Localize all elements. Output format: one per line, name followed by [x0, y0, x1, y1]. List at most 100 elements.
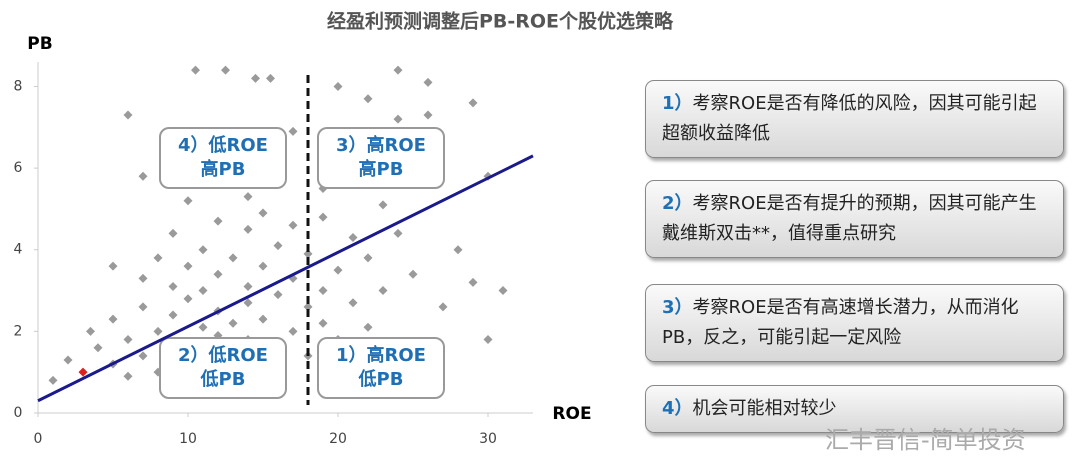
y-tick-label: 2	[14, 323, 23, 339]
point	[378, 200, 388, 210]
point	[393, 228, 403, 238]
point	[78, 367, 88, 377]
point	[183, 294, 193, 304]
point	[363, 253, 373, 263]
point	[288, 220, 298, 230]
point	[438, 302, 448, 312]
point	[363, 94, 373, 104]
note-text: 考察ROE是否有提升的预期，因其可能产生戴维斯双击**，值得重点研究	[662, 193, 1037, 244]
x-tick-label: 10	[179, 431, 197, 447]
point	[138, 351, 148, 361]
point	[318, 318, 328, 328]
point	[243, 224, 253, 234]
y-tick-label: 8	[14, 78, 23, 94]
point	[153, 253, 163, 263]
quadrant-box	[159, 337, 287, 399]
point	[258, 261, 268, 271]
note-box: 1）考察ROE是否有降低的风险，因其可能引起超额收益降低	[645, 80, 1064, 158]
point	[303, 249, 313, 259]
point	[251, 73, 260, 83]
point	[288, 126, 298, 136]
y-tick-label: 6	[14, 160, 23, 176]
point	[453, 245, 463, 255]
point	[228, 253, 238, 263]
point	[183, 261, 193, 271]
point	[213, 216, 223, 226]
point	[273, 290, 283, 300]
point	[228, 318, 238, 328]
point	[48, 375, 58, 385]
point	[198, 322, 208, 332]
x-tick-label: 20	[329, 431, 347, 447]
quadrant-label: 2）低ROE	[178, 344, 268, 366]
point	[123, 335, 133, 345]
x-axis-label: ROE	[552, 404, 591, 424]
y-axis-label: PB	[27, 34, 52, 54]
quadrant-label: 3）高ROE	[336, 134, 426, 156]
point	[138, 171, 148, 181]
point	[258, 314, 268, 324]
point	[393, 114, 403, 124]
quadrant-label: 4）低ROE	[178, 134, 268, 156]
point	[108, 314, 118, 324]
point	[258, 208, 268, 218]
point	[123, 371, 133, 381]
point	[198, 245, 208, 255]
point	[393, 65, 403, 75]
point	[243, 281, 253, 291]
point	[273, 241, 283, 251]
chart-title: 经盈利预测调整后PB-ROE个股优选策略	[327, 10, 674, 33]
point	[86, 326, 95, 336]
quadrant-label: 低PB	[358, 368, 404, 390]
point	[408, 269, 418, 279]
point	[483, 335, 493, 345]
point	[303, 302, 313, 312]
point	[63, 355, 73, 365]
point	[168, 310, 178, 320]
point	[333, 265, 343, 275]
point	[191, 65, 200, 75]
point	[93, 343, 103, 353]
note-text: 考察ROE是否有降低的风险，因其可能引起超额收益降低	[662, 93, 1037, 144]
note-text: 机会可能相对较少	[692, 398, 837, 419]
note-box: 4）机会可能相对较少	[645, 385, 1064, 433]
point	[498, 286, 508, 296]
point	[468, 277, 478, 287]
trend-line	[37, 154, 534, 403]
point	[348, 298, 358, 308]
note-number: 1）	[662, 93, 693, 114]
note-text: 考察ROE是否有高速增长潜力，从而消化PB，反之，可能引起一定风险	[662, 297, 1019, 348]
note-number: 4）	[662, 398, 693, 419]
point	[423, 110, 433, 120]
note-number: 2）	[662, 193, 693, 214]
point	[468, 98, 478, 108]
point	[168, 228, 178, 238]
point	[138, 273, 148, 283]
point	[333, 81, 343, 91]
point	[243, 298, 253, 308]
quadrant-label: 高PB	[359, 158, 404, 180]
point	[153, 326, 163, 336]
point	[138, 302, 148, 312]
quadrant-box	[317, 127, 445, 189]
note-box: 2）考察ROE是否有提升的预期，因其可能产生戴维斯双击**，值得重点研究	[645, 180, 1064, 258]
quadrant-box	[159, 127, 287, 189]
point	[378, 286, 388, 296]
x-tick-label: 0	[34, 431, 43, 447]
point	[318, 286, 328, 296]
point	[213, 269, 223, 279]
y-tick-label: 4	[14, 242, 23, 258]
point	[198, 286, 208, 296]
point	[221, 65, 230, 75]
y-tick-label: 0	[14, 405, 23, 421]
point	[108, 261, 118, 271]
note-box: 3）考察ROE是否有高速增长潜力，从而消化PB，反之，可能引起一定风险	[645, 284, 1064, 362]
point	[288, 326, 298, 336]
x-tick-label: 30	[479, 431, 497, 447]
quadrant-label: 高PB	[201, 158, 246, 180]
point	[423, 77, 433, 87]
point	[123, 110, 133, 120]
point	[266, 73, 275, 83]
